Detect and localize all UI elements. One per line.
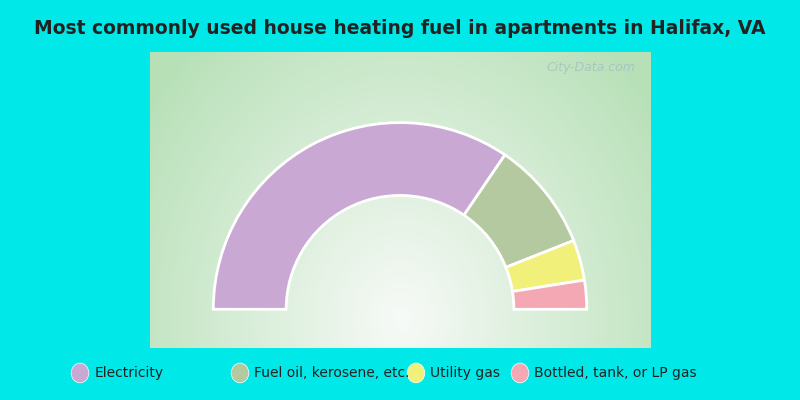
Wedge shape: [513, 280, 586, 309]
Ellipse shape: [511, 363, 529, 383]
Ellipse shape: [71, 363, 89, 383]
Ellipse shape: [231, 363, 249, 383]
Text: Most commonly used house heating fuel in apartments in Halifax, VA: Most commonly used house heating fuel in…: [34, 19, 766, 38]
Wedge shape: [506, 240, 585, 292]
Wedge shape: [464, 155, 574, 267]
Wedge shape: [214, 122, 505, 309]
Text: City-Data.com: City-Data.com: [546, 61, 635, 74]
Text: Bottled, tank, or LP gas: Bottled, tank, or LP gas: [534, 366, 697, 380]
Text: Utility gas: Utility gas: [430, 366, 501, 380]
Text: Fuel oil, kerosene, etc.: Fuel oil, kerosene, etc.: [254, 366, 410, 380]
Text: Electricity: Electricity: [94, 366, 163, 380]
Ellipse shape: [407, 363, 425, 383]
